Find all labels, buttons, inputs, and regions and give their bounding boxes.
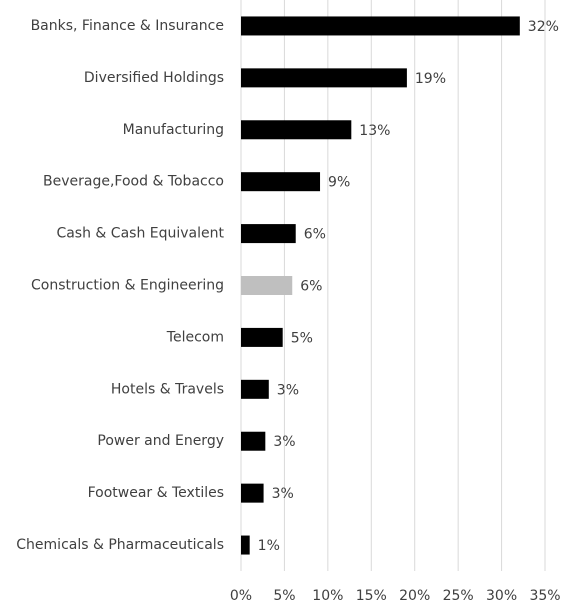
value-label: 6%	[304, 227, 326, 243]
y-tick-label: Construction & Engineering	[31, 278, 224, 294]
x-tick-label: 30%	[486, 588, 517, 603]
y-tick-label: Beverage,Food & Tobacco	[43, 174, 224, 190]
x-tick-label: 25%	[443, 588, 474, 603]
x-tick-label: 20%	[399, 588, 430, 603]
bar	[241, 535, 250, 555]
y-tick-label: Telecom	[166, 329, 224, 345]
y-tick-label: Footwear & Textiles	[88, 485, 224, 501]
value-label: 3%	[273, 434, 295, 450]
y-tick-label: Manufacturing	[123, 122, 224, 138]
y-tick-label: Power and Energy	[97, 433, 224, 449]
bar	[241, 224, 296, 244]
value-label: 32%	[528, 19, 559, 35]
bar	[241, 276, 293, 295]
value-label: 3%	[272, 486, 294, 502]
bar	[241, 327, 283, 347]
value-label: 1%	[258, 538, 280, 554]
value-label: 3%	[277, 382, 299, 398]
value-label: 9%	[328, 175, 350, 191]
bar	[241, 68, 407, 88]
y-tick-label: Cash & Cash Equivalent	[56, 226, 224, 242]
bar	[241, 120, 352, 140]
y-tick-label: Chemicals & Pharmaceuticals	[16, 537, 224, 553]
bar	[241, 16, 520, 36]
value-label: 6%	[300, 279, 322, 295]
x-tick-label: 15%	[356, 588, 387, 603]
bar	[241, 431, 266, 451]
x-tick-label: 0%	[230, 588, 252, 603]
bar	[241, 379, 269, 399]
x-tick-label: 10%	[312, 588, 343, 603]
y-tick-label: Banks, Finance & Insurance	[31, 18, 224, 34]
y-tick-label: Diversified Holdings	[84, 70, 224, 86]
value-label: 5%	[291, 330, 313, 346]
bar	[241, 172, 321, 192]
x-tick-label: 35%	[529, 588, 560, 603]
value-label: 13%	[359, 123, 390, 139]
value-label: 19%	[415, 71, 446, 87]
x-tick-label: 5%	[273, 588, 295, 603]
bar	[241, 483, 264, 503]
y-tick-label: Hotels & Travels	[111, 381, 224, 397]
